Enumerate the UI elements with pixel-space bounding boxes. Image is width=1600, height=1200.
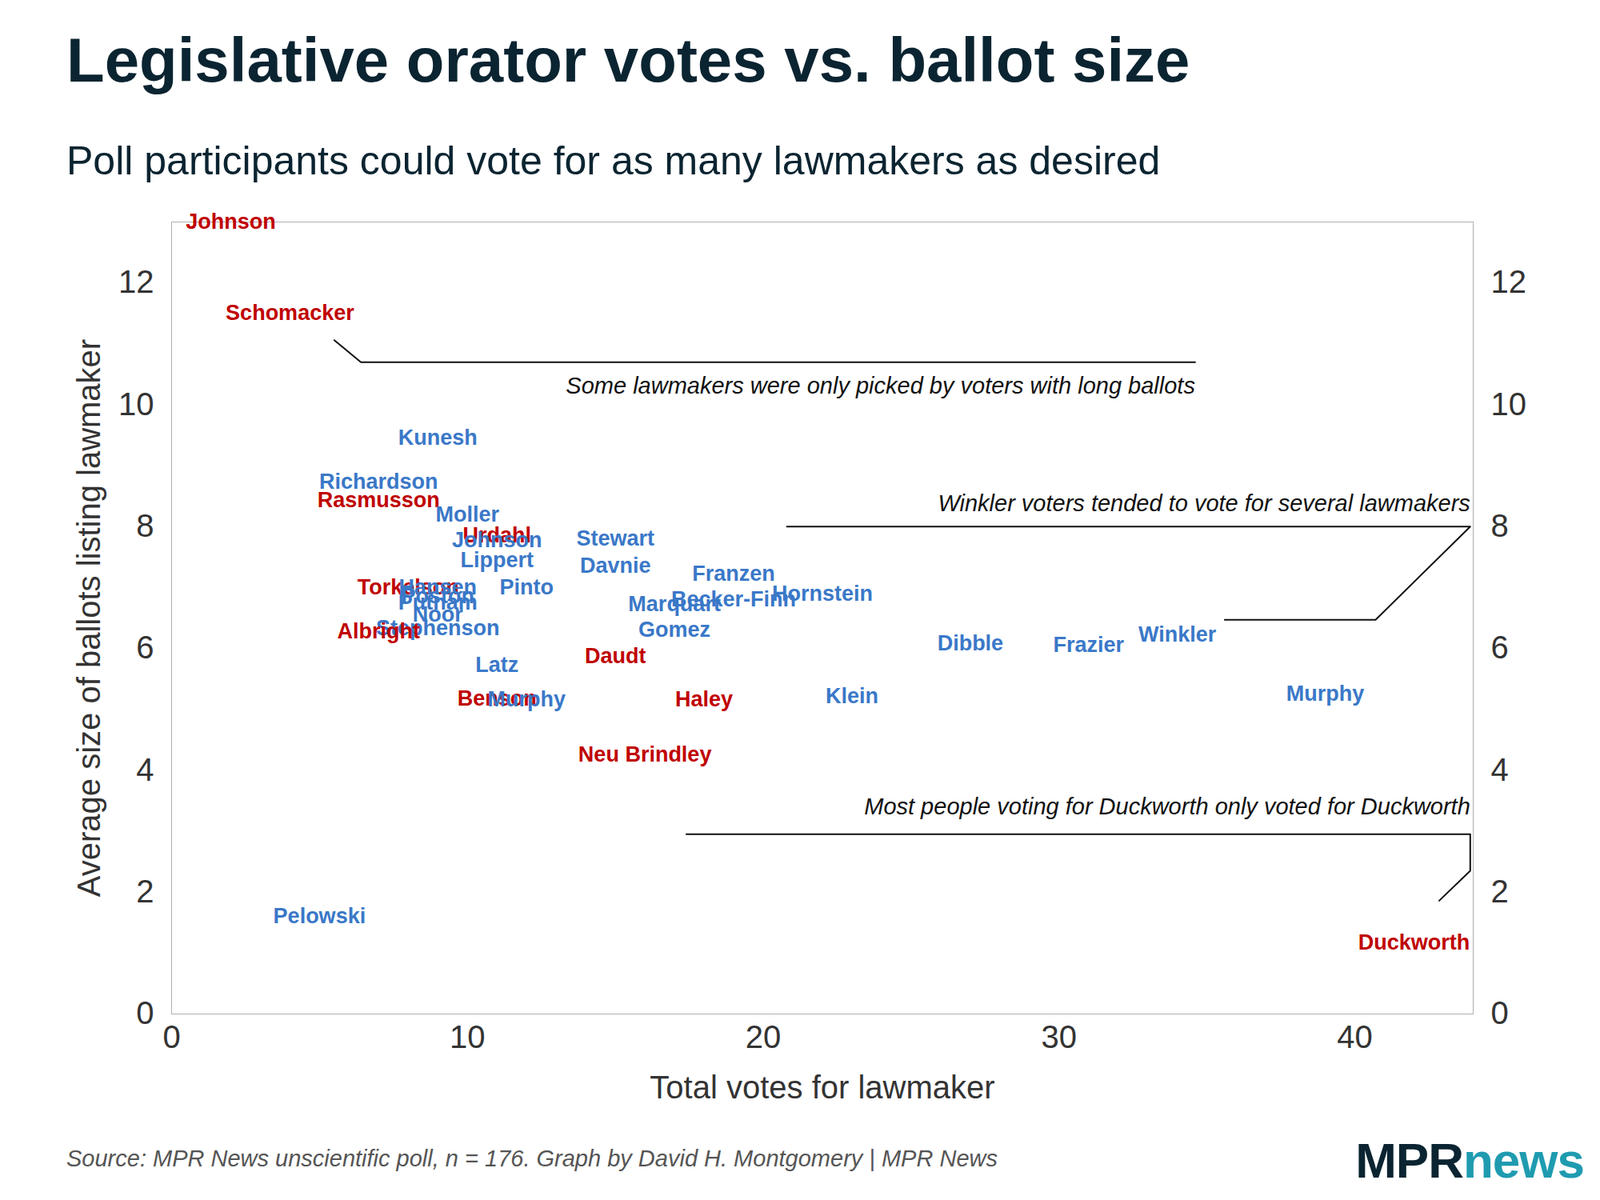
svg-text:Marquart: Marquart (628, 592, 721, 616)
svg-text:8: 8 (1491, 508, 1509, 544)
svg-text:Hornstein: Hornstein (772, 581, 873, 606)
svg-text:10: 10 (449, 1019, 486, 1055)
svg-text:6: 6 (1491, 629, 1509, 665)
svg-text:Schomacker: Schomacker (225, 300, 355, 325)
svg-text:Daudt: Daudt (584, 644, 647, 668)
svg-text:Pelowski: Pelowski (273, 904, 367, 928)
svg-text:Albright: Albright (337, 619, 420, 644)
svg-text:12: 12 (1491, 264, 1528, 300)
svg-text:0: 0 (136, 995, 154, 1031)
svg-text:Pinto: Pinto (499, 575, 554, 600)
svg-text:40: 40 (1336, 1019, 1373, 1055)
svg-text:Duckworth: Duckworth (1358, 930, 1471, 955)
svg-text:20: 20 (745, 1019, 782, 1055)
svg-text:Frazier: Frazier (1053, 632, 1125, 657)
svg-text:Neu Brindley: Neu Brindley (578, 742, 712, 767)
html-text:Poll participants could vote f: Poll participants could vote for as many… (66, 138, 1161, 184)
html-text:Source: MPR News unscientific: Source: MPR News unscientific poll, n = … (66, 1145, 998, 1172)
svg-text:12: 12 (118, 264, 155, 300)
html-text:Legislative orator votes vs. b: Legislative orator votes vs. ballot size (66, 24, 1190, 96)
svg-text:Average size of ballots listin: Average size of ballots listing lawmaker (71, 339, 107, 897)
svg-text:Kunesh: Kunesh (398, 425, 478, 450)
svg-text:Stephenson: Stephenson (376, 616, 500, 641)
svg-text:30: 30 (1041, 1019, 1078, 1055)
svg-text:Becker-Finn: Becker-Finn (671, 587, 797, 612)
html-text:MPR news: MPR news (1355, 1132, 1584, 1188)
svg-text:Murphy: Murphy (487, 687, 566, 712)
svg-text:10: 10 (118, 386, 155, 422)
svg-text:6: 6 (136, 629, 154, 665)
svg-text:4: 4 (1491, 752, 1509, 788)
svg-text:Winkler voters tended to vote: Winkler voters tended to vote for severa… (937, 490, 1470, 516)
svg-text:Johnson: Johnson (185, 209, 276, 234)
svg-text:0: 0 (1491, 995, 1509, 1031)
svg-text:Lippert: Lippert (460, 548, 535, 572)
svg-text:Most people voting for Duckwor: Most people voting for Duckworth only vo… (864, 793, 1471, 820)
svg-text:Murphy: Murphy (1286, 681, 1365, 706)
svg-text:8: 8 (136, 508, 154, 544)
svg-text:Stewart: Stewart (576, 526, 655, 551)
svg-text:Haley: Haley (675, 687, 733, 712)
svg-text:Johnson: Johnson (452, 527, 542, 552)
svg-text:2: 2 (1491, 873, 1509, 909)
svg-text:4: 4 (136, 752, 154, 788)
svg-text:Winkler: Winkler (1138, 622, 1217, 647)
svg-text:Total votes for lawmaker: Total votes for lawmaker (649, 1069, 995, 1105)
svg-text:Moller: Moller (436, 502, 500, 527)
svg-text:2: 2 (136, 873, 154, 909)
svg-text:Davnie: Davnie (580, 553, 652, 578)
svg-text:Dibble: Dibble (937, 631, 1004, 656)
svg-text:Klein: Klein (825, 684, 879, 708)
svg-text:Latz: Latz (475, 652, 519, 677)
svg-text:Richardson: Richardson (319, 469, 439, 494)
svg-text:Gomez: Gomez (638, 617, 711, 642)
svg-text:0: 0 (162, 1019, 180, 1055)
svg-text:Putnam: Putnam (398, 590, 478, 615)
svg-text:Noor: Noor (412, 602, 464, 627)
svg-text:10: 10 (1491, 386, 1528, 422)
svg-text:Some lawmakers were only picke: Some lawmakers were only picked by voter… (565, 372, 1196, 399)
svg-text:Rasmusson: Rasmusson (317, 488, 440, 512)
svg-text:Franzen: Franzen (692, 561, 776, 586)
